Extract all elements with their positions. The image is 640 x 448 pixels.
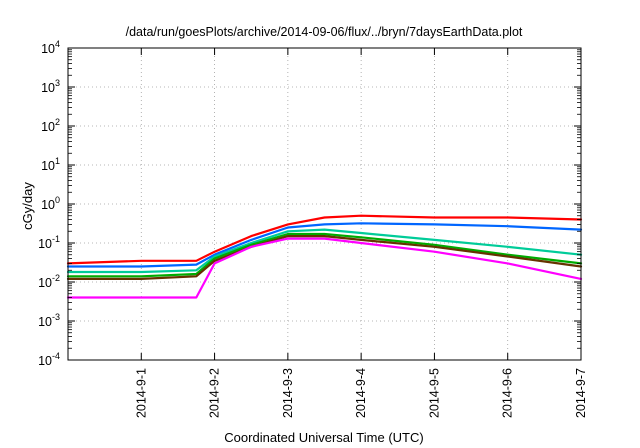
y-tick-label: 10-3 <box>38 312 60 329</box>
y-tick-label: 101 <box>41 156 60 173</box>
series-line <box>66 222 583 268</box>
x-tick-label: 2014-9-6 <box>501 368 515 418</box>
series-line <box>66 232 583 278</box>
series-line <box>66 228 583 274</box>
x-tick-label: 2014-9-4 <box>354 368 368 418</box>
x-axis-label: Coordinated Universal Time (UTC) <box>224 430 423 445</box>
x-tick-label: 2014-9-3 <box>281 368 295 418</box>
series-group <box>66 214 583 299</box>
x-tick-label: 2014-9-5 <box>427 368 441 418</box>
x-tick-label: 2014-9-2 <box>208 368 222 418</box>
series-line <box>66 214 583 265</box>
chart-title: /data/run/goesPlots/archive/2014-09-06/f… <box>126 25 523 39</box>
x-axis: 2014-9-1 2014-9-2 2014-9-3 2014-9-4 2014-9-5… <box>134 48 588 418</box>
series-line <box>66 235 583 280</box>
x-tick-label: 2014-9-1 <box>134 368 148 418</box>
x-tick-label: 2014-9-7 <box>574 368 588 418</box>
y-tick-label: 102 <box>41 117 60 134</box>
y-tick-label: 10-2 <box>38 273 60 290</box>
y-tick-label: 100 <box>41 195 60 212</box>
y-tick-label: 10-1 <box>38 234 60 251</box>
y-tick-label: 103 <box>41 78 60 95</box>
y-axis: 10-4 10-3 10-2 10-1 100 101 102 103 104 <box>38 39 581 368</box>
series-line <box>66 237 583 299</box>
y-axis-label: cGy/day <box>20 182 35 230</box>
y-tick-label: 104 <box>41 39 60 56</box>
y-tick-label: 10-4 <box>38 351 60 368</box>
